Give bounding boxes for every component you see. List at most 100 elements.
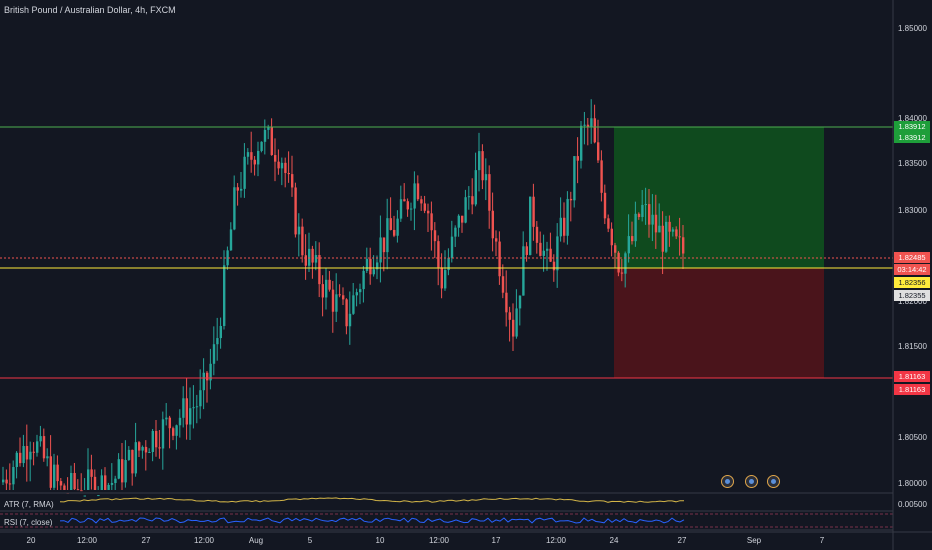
candle-body	[427, 210, 430, 214]
candle-body	[158, 447, 161, 449]
atr-indicator-label[interactable]: ATR (7, RMA)	[4, 500, 54, 509]
economic-event-icon[interactable]	[721, 475, 734, 488]
candle-body	[444, 270, 447, 289]
candle-body	[345, 299, 348, 327]
stop-price-tag: 1.81163	[894, 384, 930, 395]
candle-body	[314, 255, 318, 263]
candle-body	[569, 198, 573, 201]
candle-body	[447, 257, 450, 271]
candle-body	[348, 313, 352, 327]
price-tick: 1.81500	[898, 342, 927, 351]
time-tick: 20	[26, 536, 36, 545]
candle-body	[25, 446, 29, 460]
candle-body	[76, 489, 80, 491]
candle-body	[637, 213, 641, 217]
candle-body	[127, 449, 131, 461]
candle-body	[406, 201, 409, 210]
candle-body	[93, 476, 97, 490]
candle-body	[342, 295, 345, 300]
candle-body	[87, 469, 90, 490]
candle-body	[576, 156, 579, 161]
candle-body	[651, 214, 654, 225]
rsi-indicator-label[interactable]: RSI (7, close)	[4, 518, 53, 527]
time-tick: 7	[819, 536, 825, 545]
candle-body	[369, 258, 372, 275]
candle-body	[206, 372, 209, 381]
candle-body	[549, 248, 552, 262]
candle-body	[627, 236, 630, 254]
candle-body	[257, 150, 260, 165]
candle-body	[675, 229, 678, 237]
time-tick: 12:00	[76, 536, 98, 545]
candle-body	[678, 236, 681, 238]
candle-body	[399, 199, 403, 219]
candle-body	[260, 141, 263, 151]
candle-body	[501, 276, 505, 293]
candle-body	[321, 284, 324, 298]
candle-body	[131, 449, 134, 474]
candle-body	[532, 196, 535, 227]
time-tick: 12:00	[193, 536, 215, 545]
candle-body	[59, 481, 63, 486]
candle-body	[393, 229, 396, 236]
candle-body	[437, 241, 440, 268]
candle-body	[240, 188, 243, 191]
candle-body	[573, 156, 576, 201]
economic-event-icon[interactable]	[767, 475, 780, 488]
candle-body	[294, 187, 297, 235]
candle-body	[467, 196, 471, 198]
candle-body	[318, 255, 321, 285]
candle-body	[546, 248, 549, 251]
last-price-tag: 1.82485	[894, 252, 930, 263]
candle-body	[124, 460, 127, 483]
time-tick: 24	[609, 536, 619, 545]
candle-body	[263, 129, 267, 142]
candle-body	[246, 152, 250, 157]
candle-body	[644, 204, 647, 206]
candle-body	[110, 483, 114, 485]
candle-body	[539, 242, 542, 256]
candle-body	[216, 338, 219, 345]
candle-body	[229, 229, 233, 251]
candle-body	[430, 213, 433, 231]
candle-body	[199, 390, 202, 407]
candle-body	[2, 479, 5, 483]
candle-body	[192, 407, 195, 409]
candle-body	[386, 218, 389, 253]
candle-body	[202, 372, 205, 391]
symbol-title[interactable]: British Pound / Australian Dollar, 4h, F…	[4, 5, 176, 15]
candle-body	[114, 478, 117, 484]
atr-line	[59, 497, 685, 503]
time-tick: 5	[307, 536, 313, 545]
candle-body	[495, 238, 498, 242]
candle-body	[168, 417, 171, 429]
candle-body	[267, 127, 270, 130]
candle-body	[559, 217, 562, 237]
candle-body	[236, 187, 239, 191]
candle-body	[661, 225, 664, 252]
candle-body	[365, 258, 369, 271]
candle-body	[70, 472, 73, 490]
candle-body	[12, 467, 15, 485]
candle-body	[90, 469, 93, 477]
candle-body	[284, 162, 287, 173]
candle-body	[416, 183, 420, 200]
candle-body	[274, 155, 277, 162]
candle-body	[8, 483, 12, 485]
price-tick: 1.82000	[898, 297, 927, 306]
candle-body	[668, 221, 671, 232]
candle-body	[535, 226, 539, 243]
candle-body	[172, 428, 175, 436]
candle-body	[97, 495, 100, 497]
candle-body	[301, 226, 304, 256]
candle-body	[671, 229, 675, 232]
candle-body	[563, 217, 566, 236]
candle-body	[83, 495, 86, 497]
candle-body	[518, 295, 522, 309]
candle-body	[155, 430, 158, 448]
candle-body	[121, 459, 124, 483]
candle-body	[189, 408, 192, 425]
candle-body	[634, 213, 637, 242]
economic-event-icon[interactable]	[745, 475, 758, 488]
